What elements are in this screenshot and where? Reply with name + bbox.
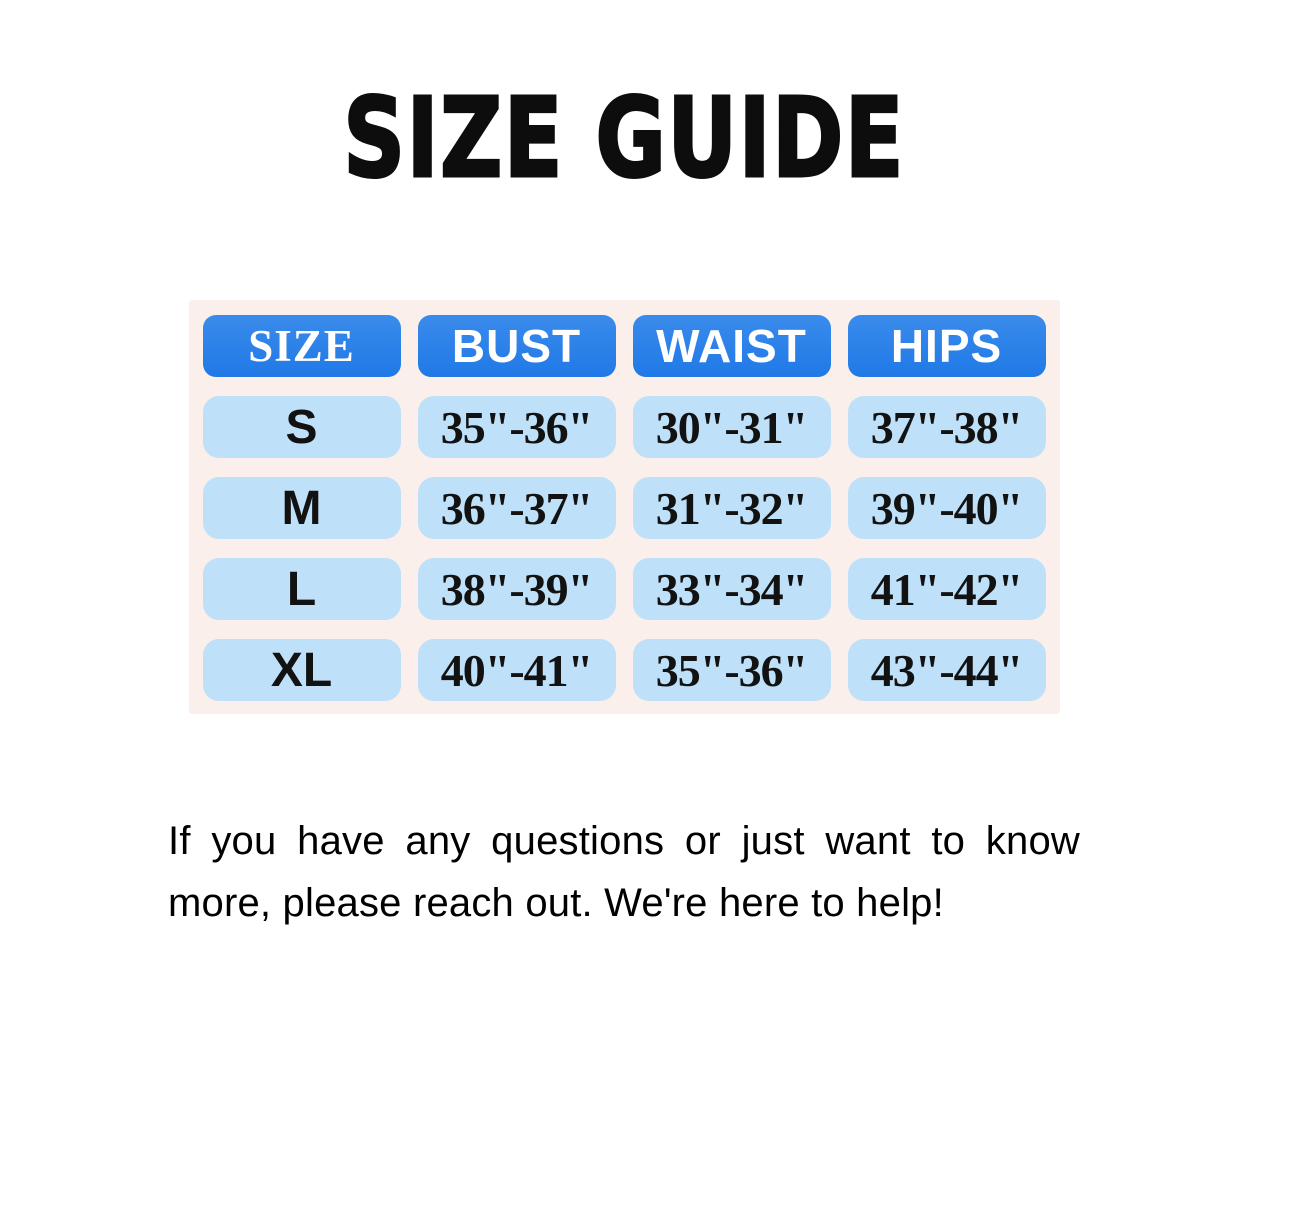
column-header-hips: HIPS — [847, 315, 1046, 377]
bust-value-m: 36"-37" — [417, 477, 616, 539]
hips-value-m: 39"-40" — [847, 477, 1046, 539]
size-label-s: S — [202, 396, 401, 458]
waist-value-xl: 35"-36" — [632, 639, 831, 701]
size-label-xl: XL — [202, 639, 401, 701]
hips-value-xl: 43"-44" — [847, 639, 1046, 701]
size-label-m: M — [202, 477, 401, 539]
help-note: If you have any questions or just want t… — [168, 819, 1080, 925]
size-guide-page: SIZE GUIDE SIZE BUST WAIST HIPS S 35"-36… — [168, 72, 1080, 934]
hips-value-s: 37"-38" — [847, 396, 1046, 458]
hips-value-l: 41"-42" — [847, 558, 1046, 620]
page-title: SIZE GUIDE — [168, 72, 1080, 204]
bust-value-l: 38"-39" — [417, 558, 616, 620]
waist-value-s: 30"-31" — [632, 396, 831, 458]
waist-value-m: 31"-32" — [632, 477, 831, 539]
column-header-waist: WAIST — [632, 315, 831, 377]
waist-value-l: 33"-34" — [632, 558, 831, 620]
size-chart-table: SIZE BUST WAIST HIPS S 35"-36" 30"-31" 3… — [188, 300, 1060, 714]
bust-value-xl: 40"-41" — [417, 639, 616, 701]
bust-value-s: 35"-36" — [417, 396, 616, 458]
page-title-text: SIZE GUIDE — [342, 73, 905, 204]
column-header-size: SIZE — [202, 315, 401, 377]
size-label-l: L — [202, 558, 401, 620]
column-header-bust: BUST — [417, 315, 616, 377]
